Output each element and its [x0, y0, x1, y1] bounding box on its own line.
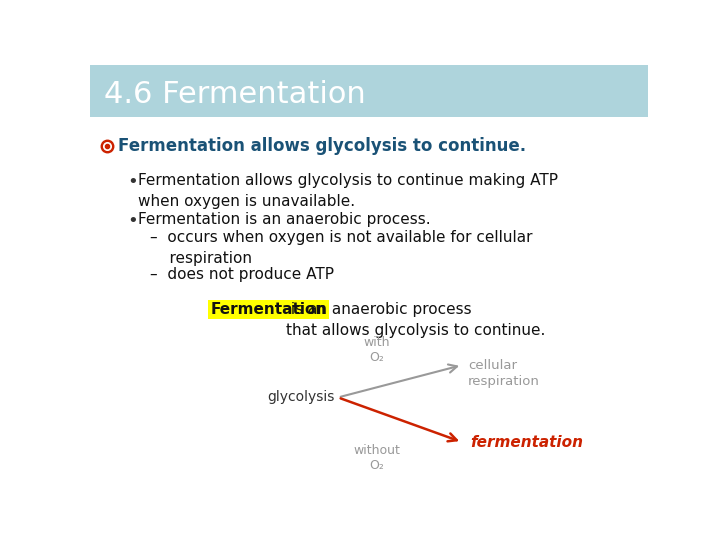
Text: cellular
respiration: cellular respiration	[468, 359, 540, 388]
Text: 4.6 Fermentation: 4.6 Fermentation	[104, 79, 366, 109]
Text: glycolysis: glycolysis	[266, 390, 334, 404]
Text: Fermentation is an anaerobic process.: Fermentation is an anaerobic process.	[138, 212, 431, 227]
Text: Fermentation allows glycolysis to continue.: Fermentation allows glycolysis to contin…	[118, 137, 526, 154]
Text: without
O₂: without O₂	[354, 444, 400, 471]
Text: •: •	[127, 212, 138, 230]
Text: is an anaerobic process
that allows glycolysis to continue.: is an anaerobic process that allows glyc…	[286, 302, 546, 338]
FancyBboxPatch shape	[90, 65, 648, 117]
Text: fermentation: fermentation	[469, 435, 582, 450]
Text: –  occurs when oxygen is not available for cellular
    respiration: – occurs when oxygen is not available fo…	[150, 231, 533, 266]
Text: with
O₂: with O₂	[364, 335, 390, 363]
Text: –  does not produce ATP: – does not produce ATP	[150, 267, 335, 281]
Text: •: •	[127, 173, 138, 191]
Text: Fermentation allows glycolysis to continue making ATP
when oxygen is unavailable: Fermentation allows glycolysis to contin…	[138, 173, 558, 209]
Text: Fermentation: Fermentation	[210, 302, 326, 317]
